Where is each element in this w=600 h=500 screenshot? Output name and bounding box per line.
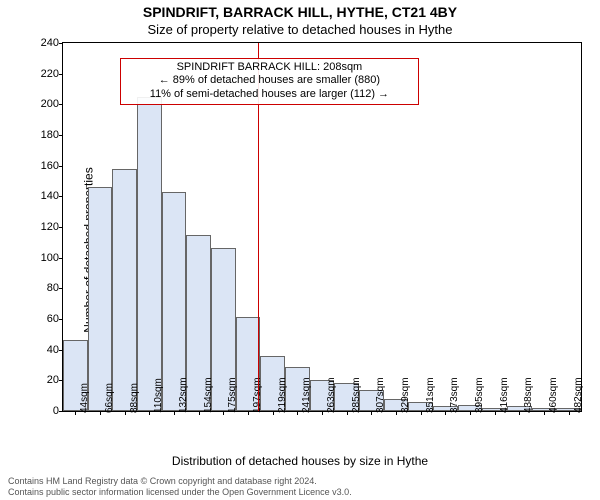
y-tick-label: 0 (29, 405, 63, 417)
x-tick-label: 154sqm (203, 377, 214, 413)
x-tick-mark (248, 411, 249, 415)
histogram-bar (112, 169, 137, 411)
x-tick-label: 285sqm (351, 377, 362, 413)
annotation-line2: ← 89% of detached houses are smaller (88… (127, 74, 412, 88)
y-tick-mark (59, 350, 63, 351)
plot-area: 02040608010012014016018020022024044sqm66… (62, 42, 582, 412)
y-tick-mark (59, 74, 63, 75)
y-tick-mark (59, 104, 63, 105)
y-tick-label: 120 (29, 221, 63, 233)
x-tick-label: 66sqm (104, 383, 115, 413)
y-tick-label: 60 (29, 313, 63, 325)
annotation-box: SPINDRIFT BARRACK HILL: 208sqm ← 89% of … (120, 58, 419, 105)
y-tick-label: 40 (29, 344, 63, 356)
x-tick-mark (223, 411, 224, 415)
y-tick-mark (59, 166, 63, 167)
y-tick-label: 100 (29, 252, 63, 264)
y-tick-label: 160 (29, 160, 63, 172)
x-tick-label: 263sqm (326, 377, 337, 413)
x-tick-label: 241sqm (301, 377, 312, 413)
y-tick-label: 200 (29, 98, 63, 110)
y-tick-mark (59, 288, 63, 289)
x-tick-mark (569, 411, 570, 415)
x-tick-mark (396, 411, 397, 415)
y-tick-mark (59, 227, 63, 228)
x-tick-label: 460sqm (548, 377, 559, 413)
x-tick-mark (445, 411, 446, 415)
x-tick-label: 482sqm (573, 377, 584, 413)
x-tick-mark (100, 411, 101, 415)
x-tick-mark (421, 411, 422, 415)
y-tick-label: 20 (29, 374, 63, 386)
annotation-line1: SPINDRIFT BARRACK HILL: 208sqm (127, 61, 412, 75)
annotation-line3: 11% of semi-detached houses are larger (… (127, 88, 412, 102)
x-tick-label: 219sqm (277, 377, 288, 413)
footer-attribution: Contains HM Land Registry data © Crown c… (8, 476, 592, 498)
x-tick-label: 438sqm (523, 377, 534, 413)
chart-container: SPINDRIFT, BARRACK HILL, HYTHE, CT21 4BY… (0, 0, 600, 500)
x-tick-mark (125, 411, 126, 415)
x-tick-label: 329sqm (400, 377, 411, 413)
x-tick-label: 416sqm (499, 377, 510, 413)
x-tick-mark (297, 411, 298, 415)
x-tick-mark (273, 411, 274, 415)
chart-title-main: SPINDRIFT, BARRACK HILL, HYTHE, CT21 4BY (0, 4, 600, 20)
x-tick-mark (174, 411, 175, 415)
x-tick-mark (322, 411, 323, 415)
y-tick-label: 180 (29, 129, 63, 141)
x-axis-label: Distribution of detached houses by size … (0, 454, 600, 468)
x-tick-mark (544, 411, 545, 415)
x-tick-mark (149, 411, 150, 415)
y-tick-mark (59, 380, 63, 381)
x-tick-mark (495, 411, 496, 415)
x-tick-mark (347, 411, 348, 415)
x-tick-mark (75, 411, 76, 415)
y-tick-mark (59, 319, 63, 320)
x-tick-label: 395sqm (474, 377, 485, 413)
footer-line1: Contains HM Land Registry data © Crown c… (8, 476, 592, 487)
x-tick-label: 307sqm (375, 377, 386, 413)
y-tick-mark (59, 411, 63, 412)
y-tick-mark (59, 135, 63, 136)
x-tick-mark (371, 411, 372, 415)
y-tick-label: 80 (29, 282, 63, 294)
y-tick-mark (59, 196, 63, 197)
x-tick-label: 351sqm (425, 377, 436, 413)
x-tick-label: 44sqm (79, 383, 90, 413)
x-tick-mark (519, 411, 520, 415)
x-tick-mark (199, 411, 200, 415)
histogram-bar (137, 97, 162, 411)
y-tick-mark (59, 258, 63, 259)
x-tick-label: 88sqm (129, 383, 140, 413)
histogram-bar (88, 187, 113, 411)
x-tick-label: 175sqm (227, 377, 238, 413)
x-tick-label: 373sqm (449, 377, 460, 413)
chart-title-sub: Size of property relative to detached ho… (0, 22, 600, 37)
x-tick-mark (470, 411, 471, 415)
x-tick-label: 132sqm (178, 377, 189, 413)
footer-line2: Contains public sector information licen… (8, 487, 592, 498)
y-tick-label: 140 (29, 190, 63, 202)
x-tick-label: 110sqm (153, 378, 164, 413)
y-tick-label: 240 (29, 37, 63, 49)
y-tick-mark (59, 43, 63, 44)
y-tick-label: 220 (29, 68, 63, 80)
